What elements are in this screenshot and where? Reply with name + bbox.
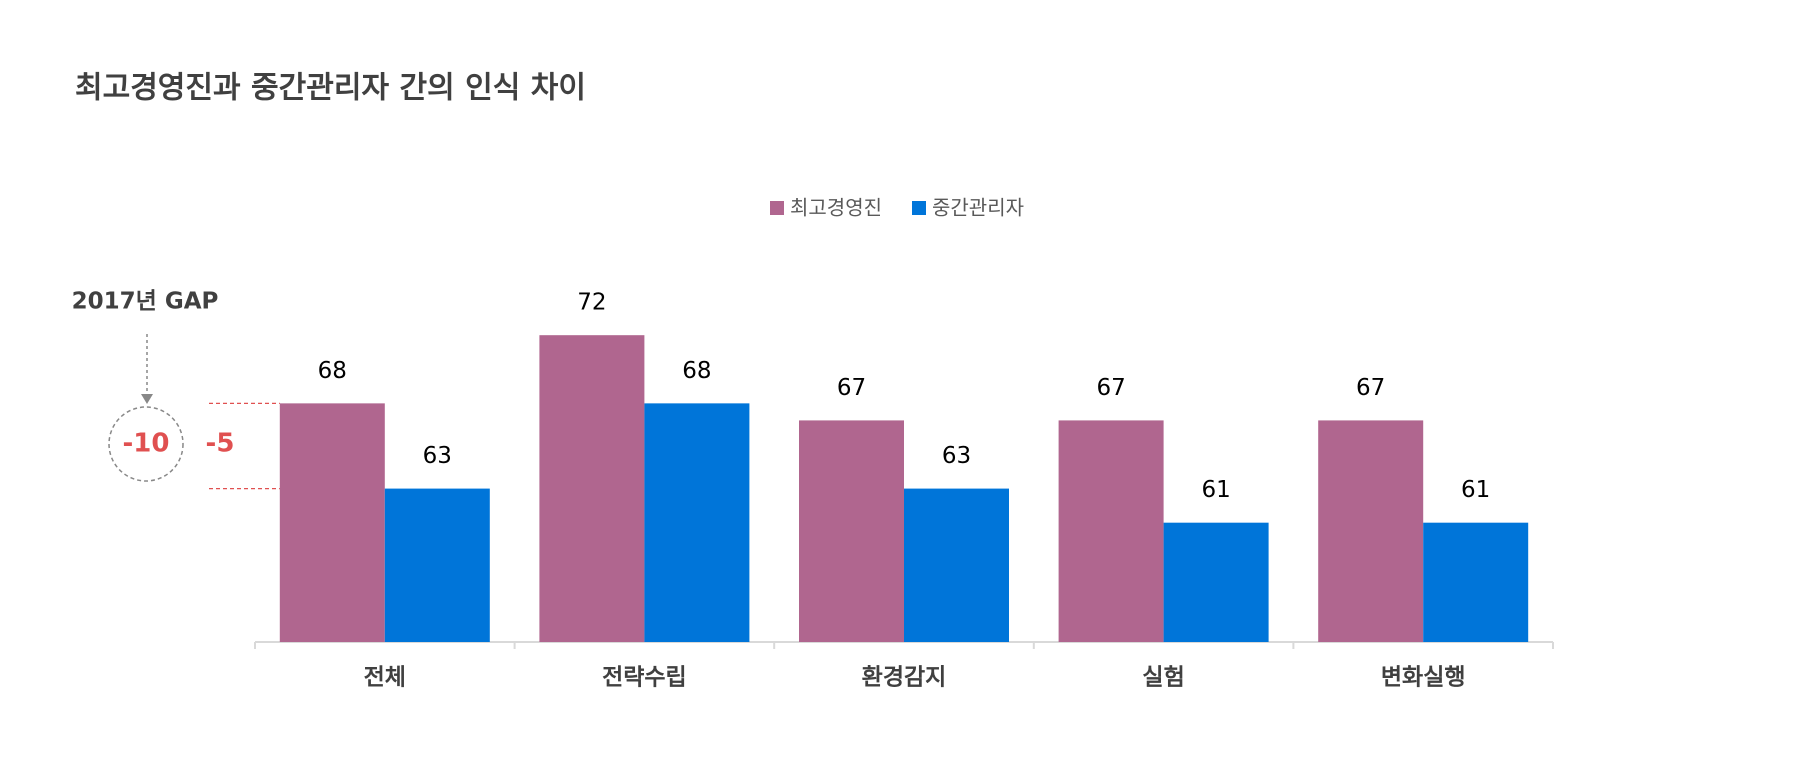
bar (904, 488, 1009, 642)
bar (539, 335, 645, 642)
chart-title: 최고경영진과 중간관리자 간의 인식 차이 (75, 71, 586, 106)
gap-title: 2017년 GAP (72, 289, 219, 315)
value-label: 68 (318, 358, 347, 384)
bar (1423, 522, 1529, 642)
value-label: 61 (1461, 477, 1490, 503)
value-label: 68 (682, 358, 711, 384)
legend-label: 최고경영진 (790, 196, 882, 220)
x-tick-label: 실험 (1142, 665, 1184, 691)
bar (799, 420, 904, 642)
bar (1163, 522, 1269, 642)
x-tick-label: 변화실행 (1381, 665, 1466, 691)
value-label: 67 (837, 375, 866, 401)
value-label: 63 (423, 443, 452, 469)
previous-gap: -10 (123, 429, 170, 459)
value-label: 63 (942, 443, 971, 469)
bar (279, 403, 385, 642)
legend-swatch (912, 201, 926, 215)
bar (1318, 420, 1424, 642)
value-label: 72 (577, 290, 606, 316)
value-label: 67 (1096, 375, 1125, 401)
current-gap: -5 (206, 429, 235, 459)
bar (384, 488, 490, 642)
bar (1058, 420, 1164, 642)
x-tick-label: 전체 (364, 665, 406, 691)
legend-label: 중간관리자 (932, 196, 1024, 220)
value-label: 61 (1201, 477, 1230, 503)
x-tick-label: 환경감지 (862, 665, 947, 691)
x-tick-label: 전략수립 (602, 665, 687, 691)
bar (644, 403, 750, 642)
gap-arrowhead (141, 394, 153, 404)
legend-swatch (770, 201, 784, 215)
gap-circle (108, 406, 184, 482)
value-label: 67 (1356, 375, 1385, 401)
